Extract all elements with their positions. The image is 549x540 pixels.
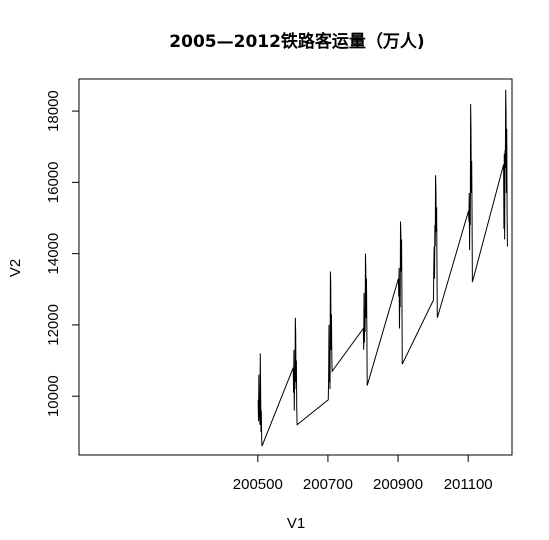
x-tick-label: 201100 (444, 476, 493, 493)
x-axis: 200500 200700 200900 201100 (233, 454, 493, 493)
y-axis-label: V2 (7, 259, 24, 277)
y-tick-label: 18000 (45, 90, 62, 132)
y-tick-label: 14000 (45, 233, 62, 275)
data-layer (257, 89, 508, 447)
chart-title: 2005—2012铁路客运量（万人) (169, 31, 424, 52)
series-line-1 (257, 89, 508, 447)
y-tick-label: 10000 (45, 375, 62, 417)
y-tick-label: 12000 (45, 304, 62, 346)
plot-area-frame (78, 78, 513, 456)
x-axis-label: V1 (287, 515, 305, 532)
x-tick-label: 200500 (233, 476, 283, 493)
x-tick-label: 200700 (303, 476, 353, 493)
y-tick-label: 16000 (45, 161, 62, 203)
y-axis: 10000 12000 14000 16000 18000 (45, 90, 80, 417)
x-tick-label: 200900 (373, 476, 423, 493)
